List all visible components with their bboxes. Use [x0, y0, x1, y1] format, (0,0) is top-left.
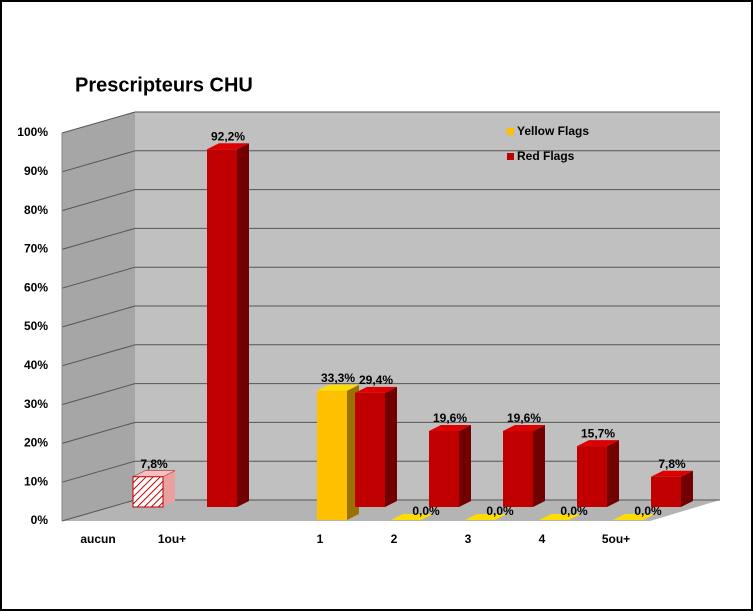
bar [577, 440, 619, 507]
bar-top [429, 424, 471, 431]
legend-label: Red Flags [517, 149, 575, 163]
bar-top [355, 386, 397, 393]
bar-side [533, 424, 545, 507]
y-tick-label: 90% [24, 164, 48, 178]
bar-top [613, 514, 655, 520]
grid-line [61, 499, 136, 522]
value-label: 0,0% [560, 504, 588, 518]
bar-side [163, 470, 175, 507]
grid-line [61, 344, 136, 367]
bar [207, 143, 249, 507]
y-tick-label: 100% [17, 125, 48, 139]
value-label: 92,2% [211, 129, 245, 143]
bar [132, 470, 176, 508]
value-label: 0,0% [634, 504, 662, 518]
y-tick-label: 40% [24, 358, 48, 372]
grid-line [61, 305, 136, 328]
bar [613, 514, 655, 520]
bar-top [503, 424, 545, 431]
bar-front [577, 446, 607, 507]
bar-top [465, 514, 507, 520]
y-tick-label: 60% [24, 280, 48, 294]
value-label: 29,4% [359, 373, 393, 387]
bar-front [207, 149, 237, 507]
value-label: 15,7% [581, 426, 615, 440]
bar-top [391, 514, 433, 520]
bar [465, 514, 507, 520]
bar [429, 424, 471, 507]
y-tick-label: 80% [24, 203, 48, 217]
value-label: 0,0% [412, 504, 440, 518]
bar [651, 470, 693, 507]
bar-front [317, 390, 347, 520]
legend-swatch [507, 153, 514, 160]
bar [503, 424, 545, 507]
grid-line [61, 111, 136, 134]
value-label: 33,3% [321, 371, 355, 385]
grid-line [61, 150, 136, 173]
legend-label: Yellow Flags [517, 124, 589, 138]
x-tick-label: 4 [539, 532, 546, 546]
grid-line [61, 189, 136, 212]
value-label: 19,6% [433, 411, 467, 425]
y-tick-label: 20% [24, 436, 48, 450]
value-label: 7,8% [658, 457, 686, 471]
bar-front [132, 476, 164, 508]
y-tick-label: 70% [24, 242, 48, 256]
y-tick-label: 30% [24, 397, 48, 411]
bar [317, 384, 359, 520]
x-tick-label: 1ou+ [158, 532, 186, 546]
bar-top [651, 470, 693, 477]
chart-title: Prescripteurs CHU [75, 74, 253, 96]
bar-front [355, 392, 385, 507]
bar-top [207, 143, 249, 150]
value-label: 19,6% [507, 411, 541, 425]
bar-side [607, 440, 619, 507]
grid-line [61, 227, 136, 250]
bar-front [429, 430, 459, 507]
y-tick-label: 50% [24, 319, 48, 333]
x-tick-label: aucun [80, 532, 115, 546]
grid-line [61, 383, 136, 406]
bar-top [317, 384, 359, 391]
bar [391, 514, 433, 520]
grid-line [61, 266, 136, 289]
bar-front [651, 476, 681, 507]
bar [539, 514, 581, 520]
bar [355, 386, 397, 507]
x-tick-label: 1 [317, 532, 324, 546]
bar-top [539, 514, 581, 520]
bar-top [577, 440, 619, 447]
bar-front [503, 430, 533, 507]
bar-side [237, 143, 249, 507]
bar-side [385, 386, 397, 507]
value-label: 0,0% [486, 504, 514, 518]
x-tick-label: 3 [465, 532, 472, 546]
grid-line [61, 460, 136, 483]
y-tick-label: 0% [31, 513, 49, 527]
value-label: 7,8% [140, 457, 168, 471]
legend-swatch [507, 128, 514, 135]
y-tick-label: 10% [24, 474, 48, 488]
x-tick-label: 2 [391, 532, 398, 546]
bar-side [681, 470, 693, 507]
x-tick-label: 5ou+ [602, 532, 630, 546]
bar-side [459, 424, 471, 507]
grid-line [61, 421, 136, 444]
